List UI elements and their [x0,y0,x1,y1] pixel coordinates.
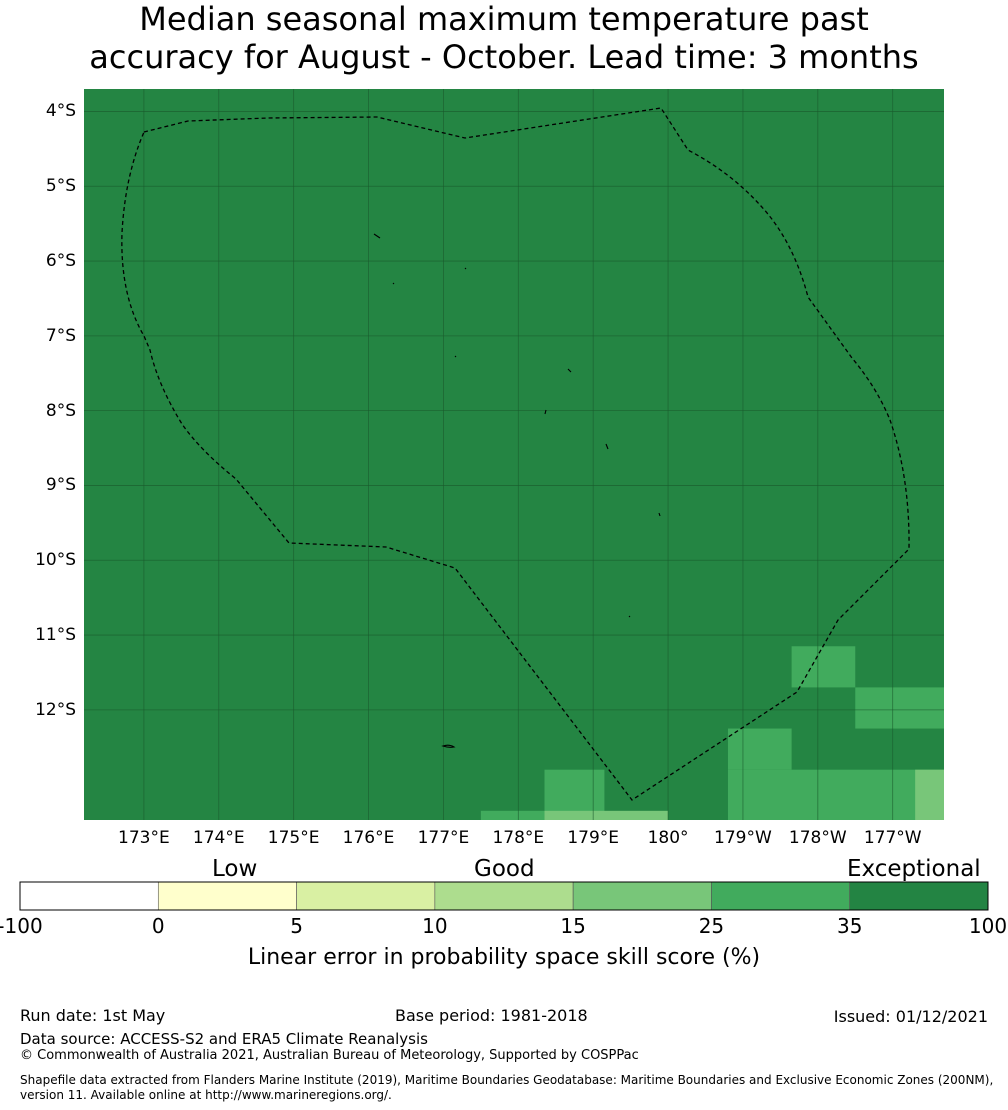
longitude-label: 178°W [788,828,847,848]
colorbar-tick-label: -100 [0,914,43,938]
longitude-label: 180° [647,828,689,848]
graticule [84,89,944,820]
island [605,443,609,450]
colorbar [19,881,989,911]
chart-title-line2: accuracy for August - October. Lead time… [89,38,919,76]
colorbar-tick-label: 25 [698,914,725,938]
latitude-label: 5°S [45,176,76,197]
latitude-label: 8°S [45,400,76,421]
longitude-label: 179°W [714,828,772,848]
island [464,267,467,270]
colorbar-tick-label: 10 [422,914,448,938]
skill-cell [915,769,944,820]
latitude-label: 9°S [45,475,76,496]
category-label-good: Good [474,856,535,882]
map-background [84,89,944,820]
skill-cell [791,646,856,688]
islands [373,233,661,748]
island [567,368,572,373]
colorbar-cells [19,881,989,911]
latitude-label: 12°S [35,699,76,720]
run-date: Run date: 1st May [20,1006,166,1025]
island [454,355,457,358]
longitude-label: 178°E [492,828,545,848]
skill-cell [727,769,944,820]
issued-date: Issued: 01/12/2021 [833,1007,988,1026]
category-label-low: Low [212,856,258,882]
colorbar-tick-label: 15 [560,914,586,938]
shapefile-credit-line1: Shapefile data extracted from Flanders M… [20,1073,994,1087]
longitude-label: 179°E [567,828,620,848]
base-period: Base period: 1981-2018 [395,1006,588,1025]
latitude-label: 11°S [35,625,76,646]
island [544,409,547,415]
colorbar-tick-label: 0 [151,914,165,938]
colorbar-segment [849,881,989,911]
chart-title-line1: Median seasonal maximum temperature past [139,0,869,38]
latitude-label: 4°S [45,101,76,122]
latitude-label: 6°S [45,251,76,272]
longitude-label: 177°W [863,828,922,848]
colorbar-segment [572,881,712,911]
latitude-label: 10°S [35,550,76,571]
island [658,512,661,517]
colorbar-label: Linear error in probability space skill … [247,945,761,970]
colorbar-segment [19,881,159,911]
eez-boundary [121,107,910,801]
map-area [84,89,944,820]
data-source: Data source: ACCESS-S2 and ERA5 Climate … [20,1030,428,1048]
longitude-label: 174°E [192,828,245,848]
skill-cell [727,728,792,770]
island [392,282,395,285]
colorbar-segment [157,881,297,911]
shapefile-credit-line2: version 11. Available online at http://w… [20,1088,392,1102]
longitude-label: 175°E [267,828,320,848]
island [441,744,456,748]
skill-cell [480,810,545,820]
category-label-exceptional: Exceptional [847,856,981,882]
longitude-label: 176°E [342,828,395,848]
colorbar-segment [296,881,436,911]
island [373,233,381,239]
colorbar-tick-label: 35 [836,914,863,938]
colorbar-frame [19,881,989,911]
longitude-label: 173°E [118,828,170,848]
skill-cell [544,810,669,820]
skill-grid-cells [480,646,944,820]
colorbar-tick-label: 5 [290,914,303,938]
colorbar-tick-label: 100 [968,914,1008,938]
colorbar-segment [434,881,574,911]
island [628,615,631,618]
latitude-label: 7°S [45,325,76,346]
longitude-label: 177°E [417,828,470,848]
colorbar-segment [711,881,851,911]
skill-cell [855,687,944,729]
copyright: © Commonwealth of Australia 2021, Austra… [20,1048,639,1063]
